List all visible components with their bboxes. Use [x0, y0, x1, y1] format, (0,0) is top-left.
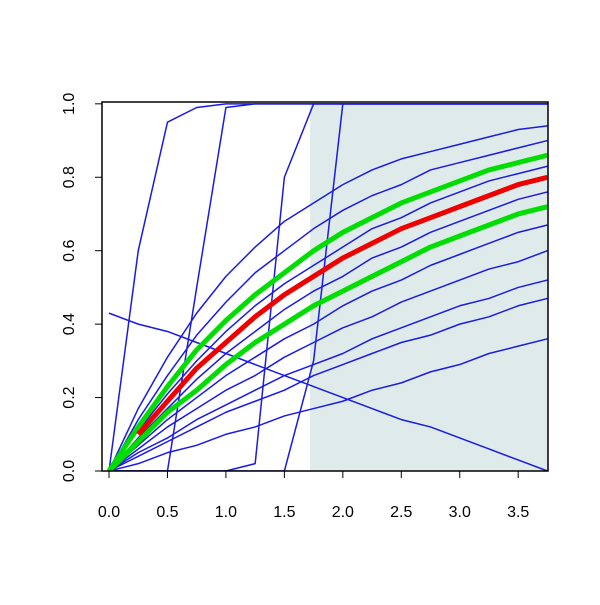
x-tick-label: 2.5: [390, 504, 412, 521]
series-line: [109, 103, 548, 471]
series-line: [108, 249, 548, 471]
series-line: [108, 224, 548, 471]
y-tick-label: 0.6: [61, 239, 78, 261]
series-line: [108, 338, 548, 471]
series-line: [136, 174, 548, 436]
x-tick-label: 1.5: [273, 504, 295, 521]
y-tick-label: 0.4: [61, 313, 78, 335]
y-tick-label: 0.0: [61, 460, 78, 482]
x-tick-label: 1.0: [215, 504, 237, 521]
series-line: [108, 139, 548, 471]
plot-area: [106, 103, 548, 471]
y-tick-label: 0.8: [61, 166, 78, 188]
series-line: [108, 165, 548, 471]
series-line: [108, 297, 548, 471]
axes: 0.0 0.5 1.0 1.5 2.0 2.5 3.0 3.5 0.0 0.2 0.4 0.6 0.8 1…: [61, 93, 549, 521]
series-line: [108, 125, 548, 471]
series-line: [107, 204, 548, 471]
plot-frame: [101, 101, 549, 472]
y-tick-label: 1.0: [61, 93, 78, 115]
y-tick-label: 0.2: [61, 386, 78, 408]
series-line: [108, 279, 548, 471]
series-line: [108, 191, 548, 471]
x-tick-label: 0.0: [98, 504, 120, 521]
series-line: [108, 312, 548, 471]
x-tick-label: 2.0: [332, 504, 354, 521]
x-tick-label: 3.5: [507, 504, 529, 521]
x-tick-label: 3.0: [449, 504, 471, 521]
series-line: [106, 152, 548, 471]
x-tick-label: 0.5: [156, 504, 178, 521]
